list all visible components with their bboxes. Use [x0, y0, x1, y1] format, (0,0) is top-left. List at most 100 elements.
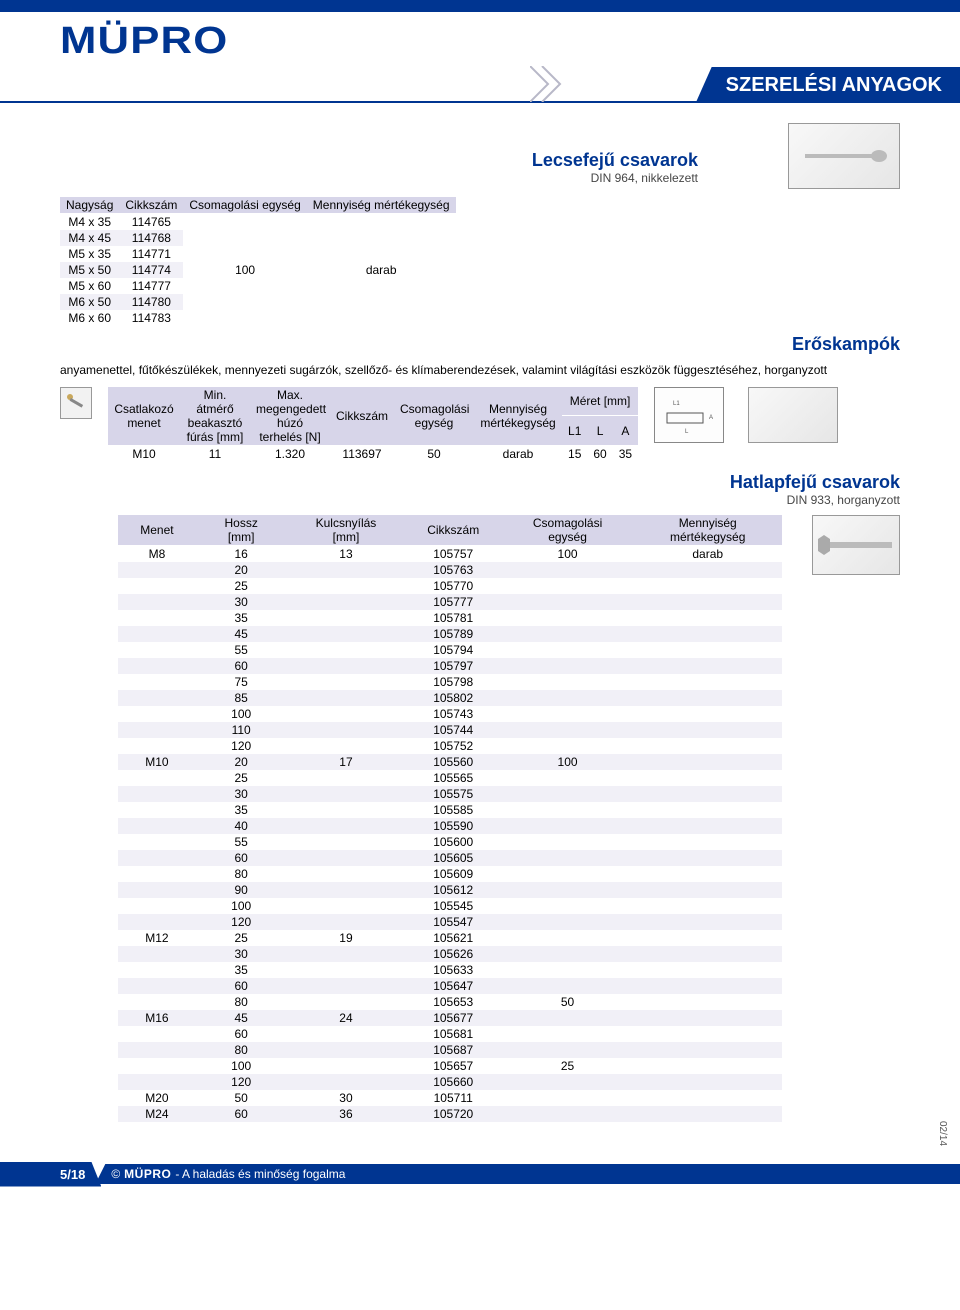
col-s3-5: Csomagolási egység	[501, 515, 634, 546]
table3-wrapper: Menet Hossz [mm] Kulcsnyílás [mm] Cikksz…	[60, 515, 900, 1122]
cell-wrench	[287, 1042, 405, 1058]
page-footer: 5/18 © MÜPRO - A haladás és minőség foga…	[0, 1160, 960, 1188]
cell-unit	[634, 898, 782, 914]
table-row: M205030105711	[118, 1090, 781, 1106]
cell-pkg: 100	[183, 214, 306, 327]
cell-thread	[118, 1042, 195, 1058]
cell-sku: 105802	[405, 690, 501, 706]
cell-min: 11	[180, 446, 250, 463]
cell-unit	[634, 978, 782, 994]
table-row: M246036105720	[118, 1106, 781, 1122]
cell-unit: darab	[474, 446, 562, 463]
cell-pkg	[501, 930, 634, 946]
table-section3: Menet Hossz [mm] Kulcsnyílás [mm] Cikksz…	[118, 515, 781, 1122]
footer-slogan: - A haladás és minőség fogalma	[175, 1167, 345, 1181]
cell-sku: 105789	[405, 626, 501, 642]
table-row: M164524105677	[118, 1010, 781, 1026]
cell-pkg: 50	[501, 994, 634, 1010]
cell-wrench	[287, 690, 405, 706]
cell-pkg	[501, 866, 634, 882]
cell-pkg	[501, 722, 634, 738]
cell-len: 80	[196, 866, 287, 882]
col-s2-6: Mennyiség mértékegység	[474, 387, 562, 446]
table-row: 85105802	[118, 690, 781, 706]
table-row: 55105600	[118, 834, 781, 850]
cell-pkg	[501, 626, 634, 642]
cell-sku: 105797	[405, 658, 501, 674]
cell-thread	[118, 658, 195, 674]
cell-wrench	[287, 962, 405, 978]
cell-A: 35	[613, 446, 638, 463]
cell-pkg	[501, 914, 634, 930]
cell-len: 25	[196, 770, 287, 786]
product-image-hook	[748, 387, 838, 443]
cell-wrench	[287, 722, 405, 738]
cell-sku: 105653	[405, 994, 501, 1010]
cell-unit	[634, 738, 782, 754]
cell-sku: 105781	[405, 610, 501, 626]
cell-len: 60	[196, 1106, 287, 1122]
cell-wrench	[287, 658, 405, 674]
cell-sku: 114774	[119, 262, 183, 278]
product-image-screw	[788, 123, 900, 189]
cell-len: 30	[196, 946, 287, 962]
cell-unit: darab	[307, 214, 456, 327]
cell-len: 35	[196, 802, 287, 818]
table-row: 110105744	[118, 722, 781, 738]
cell-sku: 105770	[405, 578, 501, 594]
cell-sku: 105609	[405, 866, 501, 882]
cell-sku: 105590	[405, 818, 501, 834]
cell-sku: 105681	[405, 1026, 501, 1042]
cell-len: 30	[196, 786, 287, 802]
cell-unit	[634, 626, 782, 642]
cell-wrench	[287, 898, 405, 914]
cell-thread	[118, 946, 195, 962]
cell-pkg: 50	[394, 446, 474, 463]
cell-wrench: 30	[287, 1090, 405, 1106]
cell-sku: 105600	[405, 834, 501, 850]
cell-size: M6 x 50	[60, 294, 119, 310]
cell-unit: darab	[634, 546, 782, 563]
cell-unit	[634, 882, 782, 898]
cell-thread	[118, 1074, 195, 1090]
date-code: 02/14	[937, 1121, 948, 1146]
cell-wrench	[287, 914, 405, 930]
cell-thread	[118, 642, 195, 658]
cell-len: 25	[196, 930, 287, 946]
cell-pkg	[501, 962, 634, 978]
cell-wrench	[287, 850, 405, 866]
cell-pkg	[501, 562, 634, 578]
cell-wrench	[287, 946, 405, 962]
table-row: 55105794	[118, 642, 781, 658]
category-title: SZERELÉSI ANYAGOK	[696, 67, 960, 103]
table-row: 35105585	[118, 802, 781, 818]
cell-sku: 105794	[405, 642, 501, 658]
cell-unit	[634, 658, 782, 674]
cell-pkg	[501, 1026, 634, 1042]
cell-len: 40	[196, 818, 287, 834]
cell-unit	[634, 1042, 782, 1058]
cell-sku: 114780	[119, 294, 183, 310]
cell-size: M6 x 60	[60, 310, 119, 326]
cell-sku: 105711	[405, 1090, 501, 1106]
cell-pkg	[501, 850, 634, 866]
cell-thread	[118, 594, 195, 610]
cell-pkg	[501, 818, 634, 834]
svg-text:A: A	[709, 415, 713, 421]
footer-bar: © MÜPRO - A haladás és minőség fogalma	[95, 1164, 960, 1184]
cell-unit	[634, 690, 782, 706]
table-row: M81613105757100darab	[118, 546, 781, 563]
product-image-hexbolt	[812, 515, 900, 575]
cell-unit	[634, 850, 782, 866]
col-s3-1: Menet	[118, 515, 195, 546]
cell-max: 1.320	[250, 446, 330, 463]
cell-unit	[634, 1058, 782, 1074]
cell-pkg	[501, 834, 634, 850]
cell-size: M5 x 60	[60, 278, 119, 294]
cell-thread	[118, 914, 195, 930]
copyright: ©	[111, 1167, 120, 1181]
col-s2-2: Min. átmérő beakasztó fúrás [mm]	[180, 387, 250, 446]
cell-sku: 105626	[405, 946, 501, 962]
table-row: M4 x 35 114765100darab	[60, 214, 456, 231]
cell-sku: 105612	[405, 882, 501, 898]
